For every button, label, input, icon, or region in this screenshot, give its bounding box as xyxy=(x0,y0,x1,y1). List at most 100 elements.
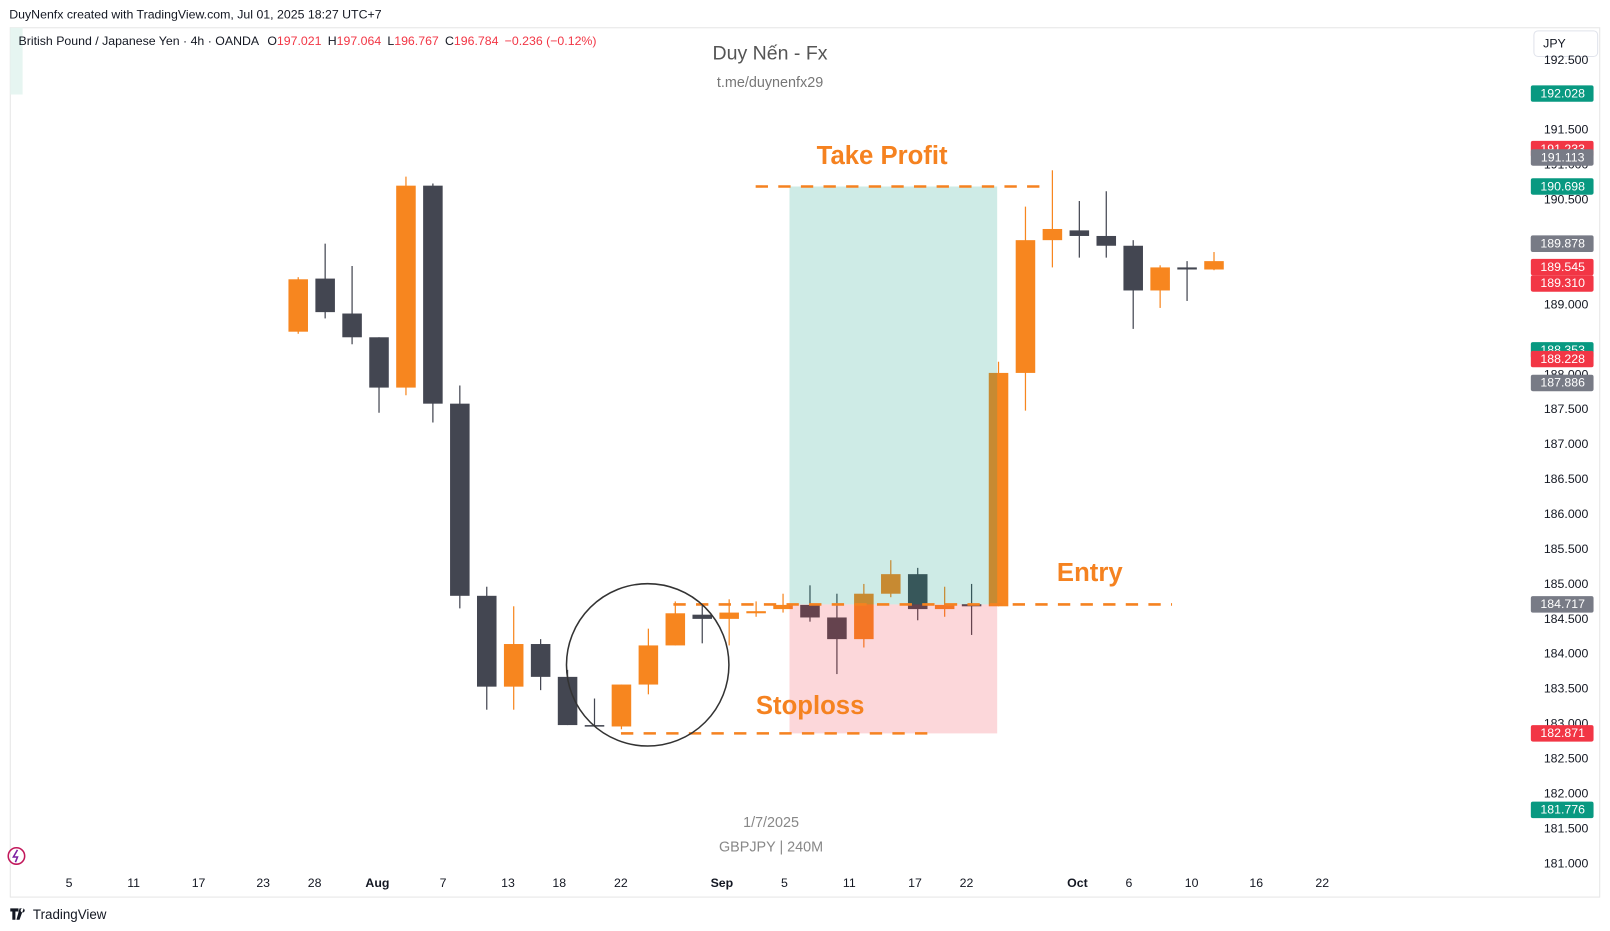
brand: TradingView xyxy=(33,907,107,922)
ohlc-value: 197.021 xyxy=(277,34,322,48)
x-tick-label: 22 xyxy=(960,876,974,890)
ohlc-key: C xyxy=(445,34,454,48)
symbol: British Pound / Japanese Yen · 4h · OAND… xyxy=(19,34,260,48)
candle-body xyxy=(988,372,1009,607)
candle-body xyxy=(692,614,713,619)
candle-body xyxy=(907,574,928,610)
x-tick-label: 16 xyxy=(1249,876,1263,890)
x-tick-label: 13 xyxy=(501,876,515,890)
change: −0.236 (−0.12%) xyxy=(505,34,597,48)
candle-body xyxy=(369,337,389,388)
candle-body xyxy=(934,604,955,610)
highlight-circle xyxy=(565,582,730,747)
candle-body xyxy=(557,676,578,726)
price-label-box xyxy=(1530,275,1594,292)
plot xyxy=(288,170,1224,735)
candle-body xyxy=(1177,267,1197,270)
price-label-box xyxy=(1530,350,1594,368)
chart-frame xyxy=(9,27,1601,898)
y-tick-label: 181.000 xyxy=(1544,856,1589,870)
candle-body xyxy=(1015,240,1036,373)
replay-bolt xyxy=(12,849,19,863)
y-tick-label: 184.000 xyxy=(1544,647,1589,661)
x-tick-label: 17 xyxy=(908,876,922,890)
y-tick-label: 183.500 xyxy=(1544,682,1589,696)
loss-zone xyxy=(789,604,998,734)
candle-body xyxy=(638,645,659,685)
candle-body xyxy=(800,604,820,618)
watermark-link: t.me/duynenfx29 xyxy=(717,75,823,91)
y-tick-label: 187.500 xyxy=(1544,402,1589,416)
candle-body xyxy=(611,684,632,727)
y-tick-label: 187.000 xyxy=(1544,437,1589,451)
y-tick-label: 191.500 xyxy=(1544,123,1589,137)
candle-body xyxy=(476,595,497,687)
ohlc-key: H xyxy=(328,34,337,48)
candle-body xyxy=(1042,228,1063,241)
currency[interactable]: JPY xyxy=(1543,36,1566,50)
candle-body xyxy=(773,604,793,610)
annotation: Entry xyxy=(1057,559,1123,587)
price-label-box xyxy=(1530,178,1594,195)
x-tick-label: 22 xyxy=(614,876,628,890)
x-tick-label: 10 xyxy=(1185,876,1199,890)
candle-body xyxy=(503,644,524,687)
ohlc-value: 196.767 xyxy=(394,34,439,48)
x-tick-label: 11 xyxy=(843,876,856,890)
y-tick-label: 181.500 xyxy=(1544,821,1589,835)
ohlc-value: 197.064 xyxy=(337,34,382,48)
price-label: 184.717 xyxy=(1540,597,1585,611)
tv-logo xyxy=(10,908,25,920)
side-marker xyxy=(10,27,23,95)
candle-body xyxy=(315,278,335,313)
candle-body xyxy=(396,185,416,388)
x-tick-label: 22 xyxy=(1315,876,1329,890)
candle-body xyxy=(1204,261,1224,270)
y-tick-label: 182.500 xyxy=(1544,752,1589,766)
price-label-box xyxy=(1530,258,1594,276)
watermark-date: 1/7/2025 xyxy=(743,815,799,831)
candle-body xyxy=(881,574,901,594)
symbol-legend: British Pound / Japanese Yen · 4h · OAND… xyxy=(19,34,597,48)
candle-body xyxy=(530,644,551,677)
price-label: 189.878 xyxy=(1540,237,1585,251)
x-tick-label: Sep xyxy=(711,876,734,890)
y-tick-label: 186.500 xyxy=(1544,472,1589,486)
ohlc-key: L xyxy=(387,34,394,48)
price-label-box xyxy=(1530,801,1594,819)
candle-body xyxy=(1150,267,1170,291)
y-tick-label: 186.000 xyxy=(1544,507,1589,521)
x-tick-label: 7 xyxy=(440,876,447,890)
price-label-box xyxy=(1530,374,1594,392)
price-label: 182.871 xyxy=(1540,726,1585,740)
watermark-symbol: GBPJPY | 240M xyxy=(719,840,823,856)
price-label: 190.698 xyxy=(1540,179,1585,193)
y-tick-label: 190.500 xyxy=(1544,193,1589,207)
candle-body xyxy=(1069,230,1090,236)
annotation: Take Profit xyxy=(817,142,948,170)
ohlc-value: 196.784 xyxy=(454,34,499,48)
price-label: 181.776 xyxy=(1540,803,1585,817)
replay-icon[interactable] xyxy=(7,846,26,865)
currency-box[interactable] xyxy=(1533,30,1599,58)
candle-body xyxy=(450,403,470,596)
x-tick-label: 23 xyxy=(256,876,270,890)
x-tick-label: Oct xyxy=(1067,876,1088,890)
watermark-title: Duy Nến - Fx xyxy=(713,43,828,65)
candle-body xyxy=(746,611,766,614)
price-label: 189.545 xyxy=(1540,260,1585,274)
candle-body xyxy=(1123,245,1143,291)
price-label-box xyxy=(1530,596,1594,613)
price-label: 187.886 xyxy=(1540,376,1585,390)
price-label: 191.113 xyxy=(1541,150,1585,164)
candle-body xyxy=(423,185,443,404)
candle-body xyxy=(288,279,308,332)
ohlc-key: O xyxy=(267,34,277,48)
price-label: 189.310 xyxy=(1540,276,1585,290)
x-tick-label: 28 xyxy=(308,876,322,890)
price-label: 188.228 xyxy=(1540,352,1585,366)
y-tick-label: 189.000 xyxy=(1544,297,1589,311)
